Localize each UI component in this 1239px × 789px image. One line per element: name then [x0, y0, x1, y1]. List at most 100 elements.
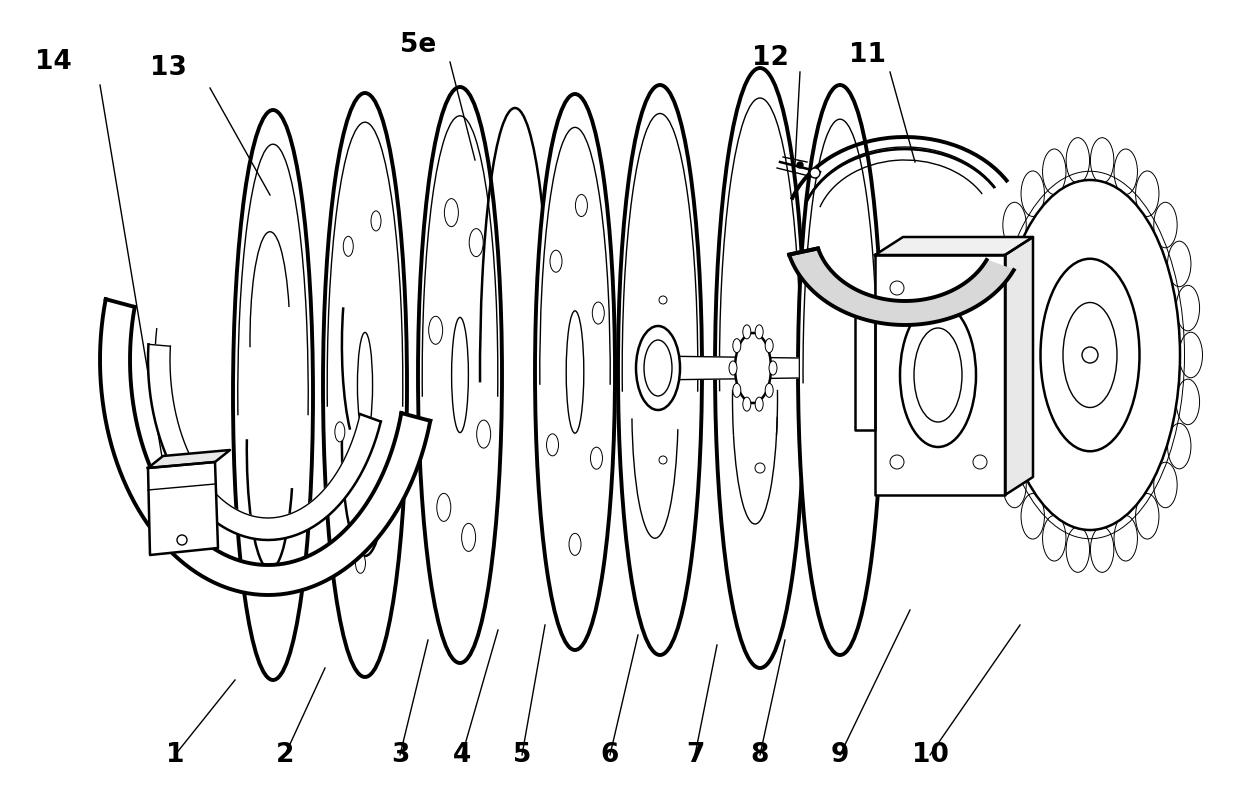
Ellipse shape	[743, 325, 751, 338]
Ellipse shape	[451, 317, 468, 432]
Text: 11: 11	[850, 42, 886, 68]
Ellipse shape	[1167, 241, 1191, 286]
Circle shape	[890, 455, 904, 469]
Ellipse shape	[769, 361, 777, 375]
Ellipse shape	[1136, 494, 1158, 539]
Circle shape	[755, 463, 764, 473]
Ellipse shape	[622, 114, 698, 626]
Ellipse shape	[720, 98, 800, 638]
Ellipse shape	[477, 420, 491, 448]
Circle shape	[659, 296, 667, 304]
Polygon shape	[875, 255, 1005, 495]
Ellipse shape	[1154, 462, 1177, 508]
Ellipse shape	[743, 397, 751, 411]
Ellipse shape	[1136, 171, 1158, 216]
Polygon shape	[1005, 237, 1033, 495]
Circle shape	[797, 162, 803, 168]
Circle shape	[753, 345, 763, 355]
Circle shape	[890, 281, 904, 295]
Ellipse shape	[1180, 332, 1203, 378]
Ellipse shape	[900, 303, 976, 447]
Ellipse shape	[1021, 171, 1044, 216]
Ellipse shape	[1154, 202, 1177, 248]
Ellipse shape	[233, 110, 313, 680]
Ellipse shape	[980, 286, 1004, 331]
Ellipse shape	[370, 211, 382, 231]
Ellipse shape	[445, 199, 458, 226]
Ellipse shape	[323, 93, 406, 677]
Text: 12: 12	[752, 45, 788, 71]
Circle shape	[659, 456, 667, 464]
Ellipse shape	[1042, 149, 1066, 194]
Ellipse shape	[566, 311, 584, 433]
Text: 1: 1	[166, 742, 185, 768]
Text: 13: 13	[150, 55, 186, 81]
Ellipse shape	[1167, 424, 1191, 469]
Ellipse shape	[989, 424, 1012, 469]
Ellipse shape	[914, 328, 961, 422]
Ellipse shape	[1041, 259, 1140, 451]
Ellipse shape	[535, 94, 615, 650]
Polygon shape	[147, 344, 380, 540]
Ellipse shape	[1063, 302, 1118, 407]
Ellipse shape	[766, 383, 773, 398]
Circle shape	[973, 455, 987, 469]
Ellipse shape	[1042, 515, 1066, 561]
Ellipse shape	[380, 492, 390, 511]
Ellipse shape	[1114, 149, 1137, 194]
Ellipse shape	[1114, 515, 1137, 561]
Text: 8: 8	[751, 742, 769, 768]
Ellipse shape	[636, 326, 680, 410]
Ellipse shape	[592, 302, 605, 324]
Ellipse shape	[550, 250, 563, 272]
Ellipse shape	[327, 122, 403, 648]
Ellipse shape	[429, 316, 442, 344]
Polygon shape	[147, 450, 230, 468]
Text: 9: 9	[831, 742, 849, 768]
Ellipse shape	[729, 361, 737, 375]
Ellipse shape	[1066, 137, 1089, 183]
Ellipse shape	[569, 533, 581, 555]
Circle shape	[973, 281, 987, 295]
Ellipse shape	[1176, 380, 1199, 424]
Ellipse shape	[980, 380, 1004, 424]
Ellipse shape	[1066, 527, 1089, 572]
Ellipse shape	[422, 116, 498, 634]
Ellipse shape	[546, 434, 559, 456]
Ellipse shape	[238, 144, 309, 646]
Ellipse shape	[335, 422, 344, 442]
Text: 5: 5	[513, 742, 532, 768]
Ellipse shape	[732, 338, 741, 353]
Text: 2: 2	[276, 742, 294, 768]
Ellipse shape	[644, 340, 672, 396]
Ellipse shape	[1090, 137, 1114, 183]
Ellipse shape	[618, 85, 703, 655]
Ellipse shape	[715, 68, 805, 668]
Polygon shape	[789, 249, 1014, 325]
Polygon shape	[100, 299, 430, 595]
Ellipse shape	[591, 447, 602, 469]
Circle shape	[810, 168, 820, 178]
Ellipse shape	[1000, 180, 1180, 530]
Ellipse shape	[989, 241, 1012, 286]
Ellipse shape	[732, 383, 741, 398]
Polygon shape	[855, 310, 875, 430]
Ellipse shape	[756, 325, 763, 338]
Circle shape	[177, 535, 187, 545]
Ellipse shape	[1176, 286, 1199, 331]
Ellipse shape	[1002, 202, 1026, 248]
Ellipse shape	[1002, 462, 1026, 508]
Polygon shape	[875, 237, 1033, 255]
Text: 3: 3	[390, 742, 409, 768]
Ellipse shape	[1021, 494, 1044, 539]
Ellipse shape	[357, 332, 373, 438]
Ellipse shape	[735, 333, 771, 403]
Text: 5e: 5e	[400, 32, 436, 58]
Ellipse shape	[437, 493, 451, 522]
Ellipse shape	[343, 237, 353, 256]
Text: 6: 6	[601, 742, 620, 768]
Ellipse shape	[803, 119, 877, 621]
Ellipse shape	[1090, 527, 1114, 572]
Ellipse shape	[978, 332, 1001, 378]
Ellipse shape	[356, 553, 366, 574]
